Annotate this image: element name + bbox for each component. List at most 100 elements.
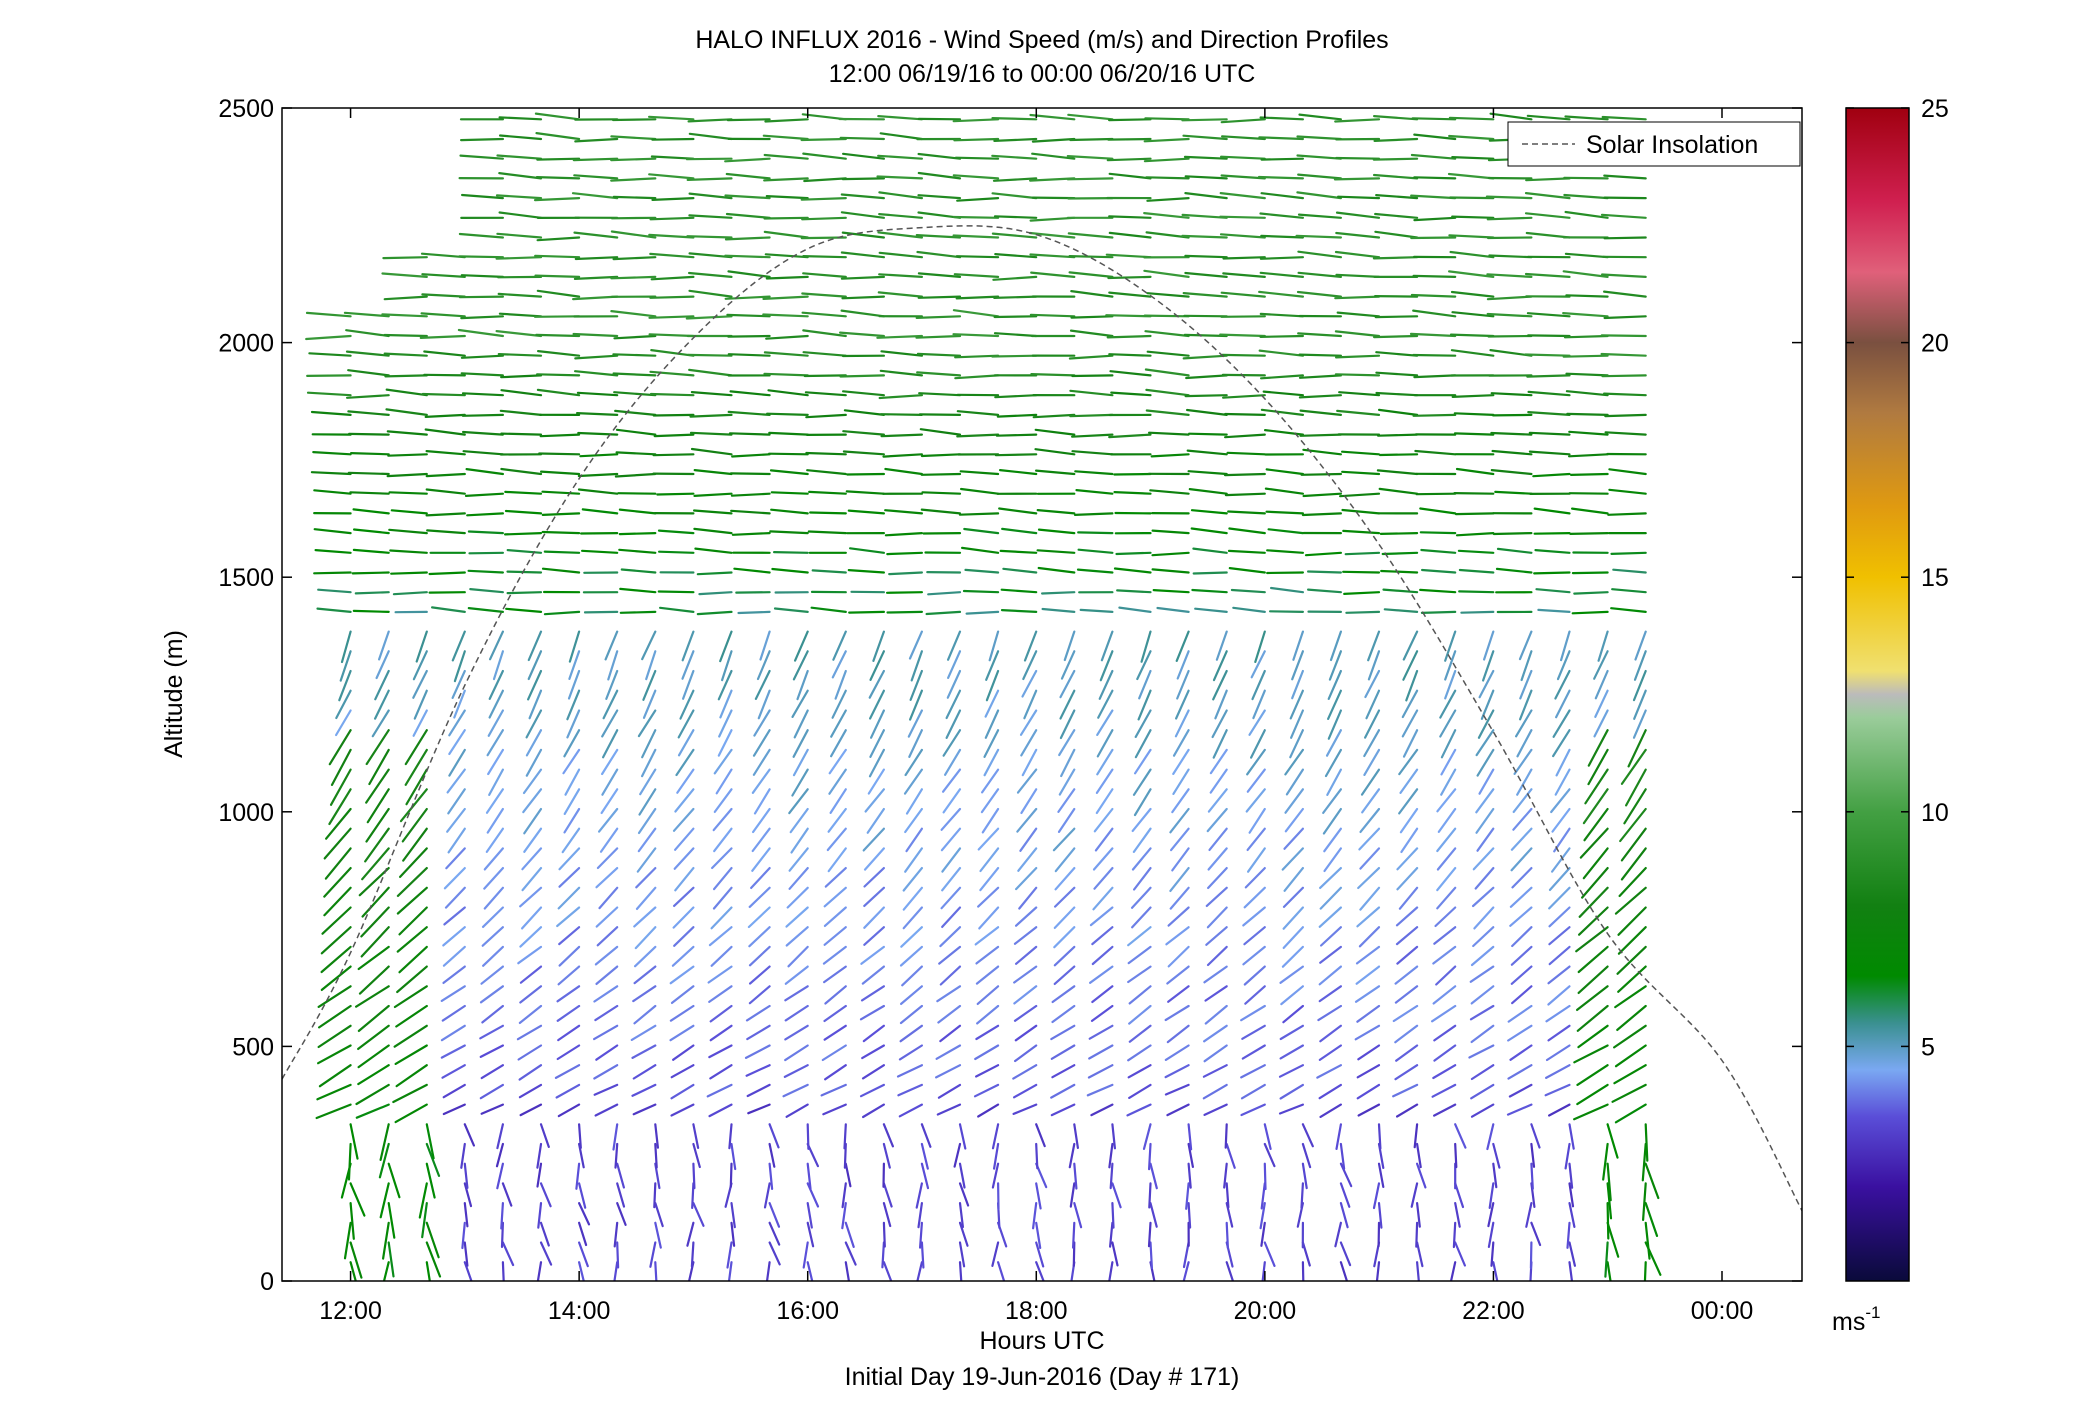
wind-arrow — [561, 827, 581, 854]
wind-arrow — [1373, 295, 1419, 298]
wind-arrow — [1202, 1024, 1228, 1043]
wind-arrow — [460, 372, 504, 377]
wind-arrow — [1339, 1201, 1349, 1229]
wind-arrow — [882, 1261, 893, 1281]
wind-arrow — [1051, 985, 1076, 1004]
wind-arrow — [808, 490, 847, 495]
wind-arrow — [994, 253, 1038, 259]
wind-arrow — [1454, 1123, 1467, 1149]
wind-arrow — [1363, 748, 1381, 777]
wind-arrow — [1338, 492, 1381, 498]
wind-arrow — [1107, 118, 1152, 122]
wind-arrow — [1432, 1064, 1457, 1080]
wind-arrow — [1375, 391, 1419, 397]
wind-arrow — [1032, 413, 1076, 419]
wind-arrow — [941, 906, 962, 929]
wind-arrow — [1068, 1142, 1076, 1169]
wind-arrow — [1143, 157, 1190, 163]
wind-arrow — [985, 669, 1000, 702]
wind-arrow — [1510, 965, 1533, 985]
wind-arrow — [618, 531, 657, 536]
wind-arrow — [1076, 568, 1114, 574]
wind-arrow — [1491, 449, 1533, 456]
wind-arrow — [577, 1201, 591, 1226]
wind-arrow — [498, 172, 543, 180]
wind-arrow — [1051, 1064, 1076, 1079]
wind-arrow — [1301, 1162, 1308, 1190]
wind-arrow — [596, 847, 619, 870]
wind-arrow — [469, 587, 504, 594]
wind-arrow — [1436, 866, 1457, 892]
wind-arrow — [1453, 492, 1495, 495]
wind-arrow — [1300, 472, 1343, 476]
wind-arrow — [355, 1083, 390, 1106]
wind-arrow — [1190, 527, 1228, 535]
wind-arrow — [467, 569, 504, 574]
wind-arrow — [528, 689, 543, 720]
wind-arrow — [831, 650, 847, 679]
wind-arrow — [1520, 650, 1533, 682]
wind-arrow — [413, 689, 428, 720]
wind-arrow — [790, 827, 809, 854]
wind-arrow — [756, 650, 771, 681]
wind-arrow — [345, 329, 390, 338]
wind-arrow — [964, 568, 1000, 574]
wind-arrow — [1566, 412, 1609, 416]
wind-arrow — [1292, 630, 1305, 661]
wind-arrow — [713, 827, 733, 853]
wind-arrow — [1281, 847, 1305, 871]
wind-arrow — [365, 807, 390, 843]
wind-arrow — [669, 1024, 695, 1042]
wind-arrow — [1509, 886, 1533, 908]
wind-arrow — [1091, 985, 1114, 1004]
wind-arrow — [841, 231, 886, 239]
wind-arrow — [1248, 807, 1266, 834]
wind-arrow — [955, 295, 1000, 300]
wind-arrow — [648, 233, 695, 239]
wind-arrow — [1555, 748, 1571, 777]
wind-arrow — [1559, 630, 1571, 662]
wind-arrow — [917, 194, 962, 200]
wind-arrow — [573, 174, 619, 180]
wind-arrow — [1516, 768, 1533, 796]
wind-arrow — [519, 886, 543, 908]
wind-arrow — [1296, 290, 1343, 298]
wind-arrow — [496, 1123, 504, 1150]
wind-arrow — [1402, 630, 1419, 661]
wind-arrow — [1548, 926, 1571, 946]
wind-arrow — [479, 1044, 504, 1059]
wind-arrow — [1415, 1221, 1419, 1248]
wind-arrow — [763, 372, 809, 377]
wind-arrow — [1257, 175, 1305, 180]
wind-arrow — [637, 709, 657, 738]
wind-arrow — [1644, 1123, 1649, 1162]
wind-arrow — [687, 271, 733, 278]
wind-arrow — [610, 310, 657, 318]
wind-arrow — [581, 508, 619, 515]
wind-arrow — [1612, 1024, 1647, 1049]
wind-arrow — [1183, 155, 1228, 160]
wind-arrow — [618, 548, 657, 554]
wind-arrow — [806, 1123, 810, 1151]
wind-arrow — [726, 313, 771, 318]
wind-arrow — [1563, 176, 1609, 180]
wind-arrow — [557, 886, 581, 910]
wind-arrow — [649, 370, 695, 377]
wind-arrow — [1181, 118, 1228, 122]
wind-arrow — [1069, 1182, 1076, 1208]
wind-arrow — [884, 531, 924, 537]
wind-arrow — [640, 748, 657, 778]
wind-arrow — [1243, 965, 1266, 986]
wind-arrow — [519, 965, 543, 984]
wind-arrow — [692, 1123, 700, 1150]
wind-arrow — [1128, 1024, 1152, 1043]
wind-arrow — [770, 491, 809, 495]
wind-arrow — [841, 177, 886, 181]
wind-arrow — [1133, 788, 1152, 817]
wind-arrow — [1402, 650, 1419, 681]
wind-arrow — [847, 509, 886, 515]
wind-arrow — [564, 768, 581, 796]
wind-arrow — [1090, 1004, 1114, 1023]
wind-arrow — [1395, 1103, 1419, 1118]
wind-arrow — [1623, 788, 1647, 825]
